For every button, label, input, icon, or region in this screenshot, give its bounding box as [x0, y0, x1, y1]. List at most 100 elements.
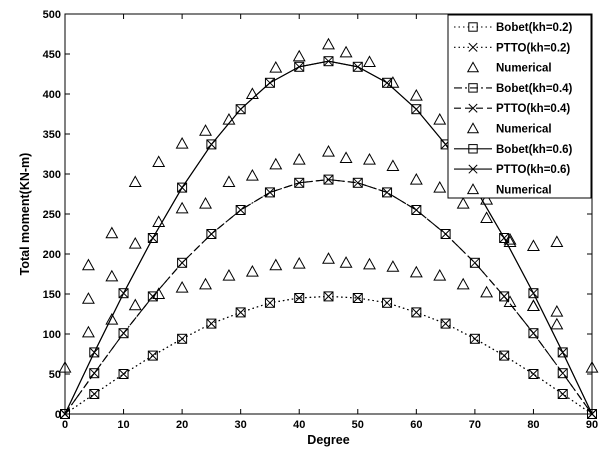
x-marker: [147, 291, 158, 302]
square-marker: [206, 318, 217, 329]
y-tick-label: 100: [43, 329, 61, 341]
triangle-marker: [339, 256, 353, 268]
x-tick-label: 30: [235, 419, 247, 431]
square-marker: [352, 61, 363, 72]
triangle-marker: [386, 260, 400, 272]
triangle-marker: [245, 168, 259, 181]
x-marker: [206, 229, 217, 239]
series-9: [58, 37, 599, 373]
y-tick-label: 200: [43, 249, 61, 261]
square-marker: [411, 205, 422, 215]
triangle-marker: [105, 226, 119, 239]
triangle-marker: [105, 269, 119, 282]
triangle-marker: [409, 172, 423, 185]
square-marker: [469, 257, 480, 268]
y-tick-label: 500: [43, 9, 61, 21]
square-marker: [557, 389, 568, 399]
series-5: [60, 174, 597, 419]
square-marker: [264, 187, 275, 198]
x-marker: [557, 368, 568, 379]
y-tick-label: 0: [55, 409, 61, 421]
triangle-marker: [339, 151, 353, 163]
triangle-marker: [222, 268, 236, 281]
x-marker: [177, 257, 187, 268]
x-marker: [89, 347, 100, 358]
x-marker: [323, 291, 334, 302]
y-tick-label: 450: [43, 49, 61, 61]
series-3: [81, 252, 564, 338]
triangle-marker: [433, 268, 447, 281]
triangle-marker: [199, 277, 213, 290]
x-tick-label: 60: [410, 419, 422, 431]
triangle-marker: [81, 258, 95, 271]
legend-entry: PTTO(kh=0.6): [454, 164, 570, 176]
x-marker: [440, 229, 451, 239]
triangle-marker: [269, 258, 283, 271]
x-tick-label: 10: [117, 419, 129, 431]
triangle-marker: [386, 76, 400, 88]
square-marker: [499, 233, 510, 243]
x-marker: [352, 293, 363, 303]
y-tick-label: 400: [43, 89, 61, 101]
triangle-marker: [480, 192, 494, 205]
triangle-marker: [292, 256, 306, 269]
x-axis-label: Degree: [307, 433, 349, 447]
triangle-marker: [503, 295, 517, 307]
triangle-marker: [269, 157, 283, 170]
triangle-marker: [175, 280, 189, 293]
x-marker: [177, 182, 187, 193]
square-marker: [440, 229, 451, 239]
x-marker: [499, 291, 510, 302]
square-marker: [382, 187, 393, 198]
y-tick-label: 50: [49, 369, 61, 381]
x-tick-label: 80: [527, 419, 539, 431]
triangle-marker: [128, 298, 142, 311]
square-marker: [411, 104, 422, 115]
square-marker: [147, 291, 158, 302]
triangle-marker: [175, 136, 189, 149]
square-marker: [264, 77, 275, 88]
legend-entry: Bobet(kh=0.2): [454, 22, 573, 34]
x-marker: [382, 187, 392, 198]
x-marker: [323, 56, 334, 67]
legend: Bobet(kh=0.2) PTTO(kh=0.2) Numerical Bobet(…: [447, 14, 592, 199]
triangle-marker: [199, 196, 213, 209]
legend-entry: Numerical: [466, 122, 552, 136]
x-marker: [528, 328, 539, 339]
square-marker: [294, 293, 305, 303]
x-marker: [265, 187, 275, 198]
triangle-marker: [526, 239, 540, 251]
square-marker: [468, 22, 478, 32]
triangle-marker: [269, 60, 283, 73]
x-marker: [235, 307, 246, 318]
legend-label: PTTO(kh=0.6): [496, 164, 570, 176]
x-marker: [411, 307, 422, 318]
square-marker: [60, 409, 70, 419]
legend-entry: Numerical: [466, 61, 552, 75]
x-marker: [499, 350, 510, 361]
triangle-marker: [386, 159, 400, 171]
x-marker: [265, 297, 275, 308]
triangle-marker: [585, 360, 599, 373]
x-marker: [499, 233, 510, 243]
square-marker: [499, 291, 510, 302]
x-marker: [587, 409, 597, 419]
x-marker: [206, 139, 217, 150]
x-marker: [147, 350, 158, 361]
triangle-marker: [222, 175, 236, 187]
triangle-marker: [322, 37, 335, 50]
square-marker: [557, 368, 568, 379]
x-marker: [382, 77, 392, 88]
x-tick-label: 40: [293, 419, 305, 431]
triangle-marker: [409, 265, 423, 278]
triangle-marker: [292, 152, 306, 165]
x-marker: [528, 288, 539, 299]
square-marker: [294, 177, 305, 188]
x-marker: [468, 103, 478, 113]
square-marker: [382, 297, 393, 308]
legend-label: Numerical: [496, 63, 552, 75]
x-marker: [352, 61, 363, 72]
square-marker: [235, 307, 246, 318]
triangle-marker: [550, 304, 564, 317]
x-marker: [118, 288, 129, 299]
